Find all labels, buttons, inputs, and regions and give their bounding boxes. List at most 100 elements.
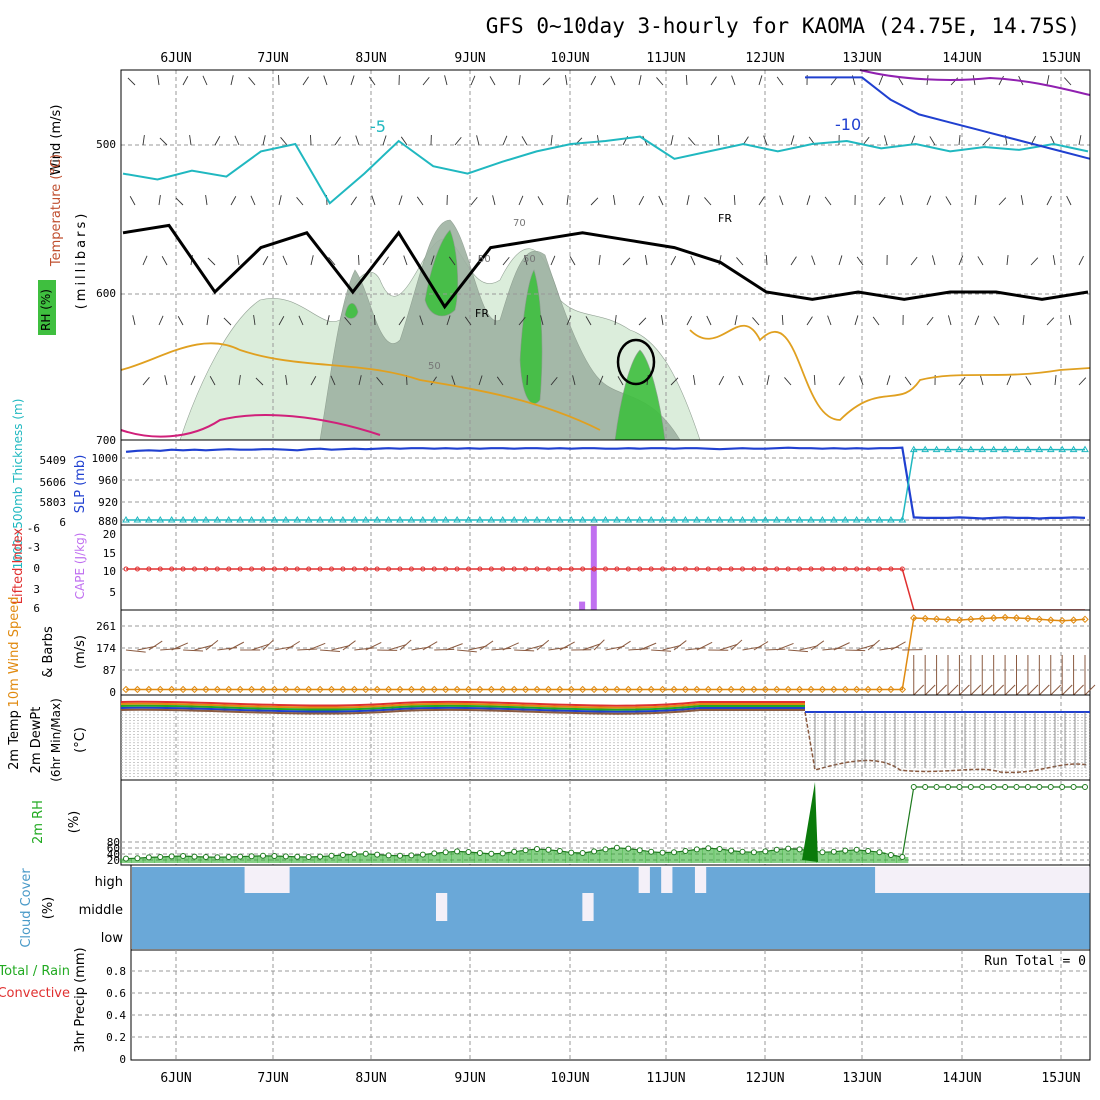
cloud-cell [841,921,854,949]
rh2m-marker [351,851,358,858]
contour-label-fr-1: FR [718,212,732,225]
rh2m-marker [305,854,312,860]
li-tick-3: 3 [33,583,40,596]
upper-wind-barb [371,195,376,206]
cloud-cell [559,921,572,949]
cloud-cell [661,921,674,949]
cloud-cell [559,893,572,921]
lifted-index-marker [557,566,563,572]
rh-area-green-1 [424,229,459,317]
cloud-cell [390,867,403,893]
upper-wind-barb [518,316,526,326]
wind10-barb [719,643,738,651]
thickness-marker [350,516,359,523]
cape-tick-15: 15 [103,547,116,560]
thickness-line [126,448,1085,521]
cloud-cell [210,867,223,893]
rh2m-marker [225,854,232,860]
wind10-grid [121,610,1090,695]
upper-wind-barb [206,315,209,326]
cloud-cell [559,867,572,893]
rh2m-marker [773,846,780,853]
thickness-marker [453,516,461,523]
upper-wind-barb [856,256,864,266]
wind10-marker [441,685,450,694]
thick-tick-4: 6 [59,516,66,529]
thick-tick-3: 5803 [40,496,67,509]
rh2m-fill [177,856,190,863]
cloud-cell [694,921,707,949]
upper-wind-barb [1066,195,1072,206]
upper-wind-barb [765,254,768,266]
wind10-barb [445,643,463,651]
rh2m-marker [705,845,712,852]
cloud-cell [345,867,358,893]
upper-wind-barb [278,74,280,86]
cloud-cell [638,893,651,921]
rh2m-fill [188,856,201,863]
thickness-marker [658,516,667,523]
rh2m-fill [839,850,852,863]
upper-wind-barb [262,135,266,146]
cloud-cell [357,921,370,949]
upper-wind-barb [974,315,980,326]
cloud-cell [976,867,989,893]
upper-wind-barb [827,315,832,326]
lifted-index-marker [625,566,631,572]
upper-wind-barb [502,256,510,266]
contour-label-fr-2: FR [475,307,489,320]
thickness-marker [1058,445,1067,453]
date-label-bottom: 7JUN [257,1071,288,1086]
ylabel-rh: RH (%) [39,289,53,331]
thickness-marker [224,516,233,523]
rh2m-fill [439,852,452,863]
cloud-cell [267,921,279,949]
date-label-bottom: 15JUN [1041,1071,1080,1086]
ylabel-millibars: (millibars) [74,211,89,310]
li-tick-0: 0 [33,562,40,575]
cloud-cell [503,867,516,893]
rh2m-fill [725,850,738,863]
upper-wind-barb [598,375,604,386]
wind10-barb-flag [1073,684,1084,696]
lifted-index-marker [842,566,848,572]
thickness-marker [1024,445,1032,453]
wind10-barb [616,640,631,651]
thickness-marker [955,445,964,453]
rh2m-marker [328,852,335,859]
wind10-marker [1012,614,1021,622]
lifted-index-marker [477,566,483,572]
rh2m-marker [762,848,769,855]
wind-tick-0: 0 [109,686,116,699]
thickness-marker [179,516,187,523]
rh2m-marker [671,849,677,856]
cloud-cell [267,867,279,893]
cloud-cell [255,893,268,921]
wind10-marker [807,685,815,694]
wind10-marker [236,685,244,694]
wind10-barb [331,645,351,651]
cloud-cell [1021,921,1034,949]
rh2m-fill [508,851,521,863]
rh2m-marker [454,848,461,855]
cloud-cell [312,921,324,949]
upper-wind-barb [502,135,508,146]
rh2m-fill [633,850,646,863]
rh2m-fill [679,851,692,863]
rh2m-marker [339,852,346,858]
lifted-index-marker [728,566,734,572]
upper-wind-barb [838,255,843,266]
upper-wind-barb [766,375,770,386]
wind10-marker [727,685,735,694]
upper-wind-barb [278,316,285,326]
upper-wind-barb [612,195,616,206]
cloud-cell [1010,921,1023,949]
wind10-barb [125,649,146,653]
temp-contour-minus10 [805,76,1091,160]
cloud-cell [965,921,978,949]
cloud-cell [233,893,246,921]
thickness-marker [190,516,199,523]
thickness-marker [555,516,564,523]
wind10-barb [434,648,455,651]
